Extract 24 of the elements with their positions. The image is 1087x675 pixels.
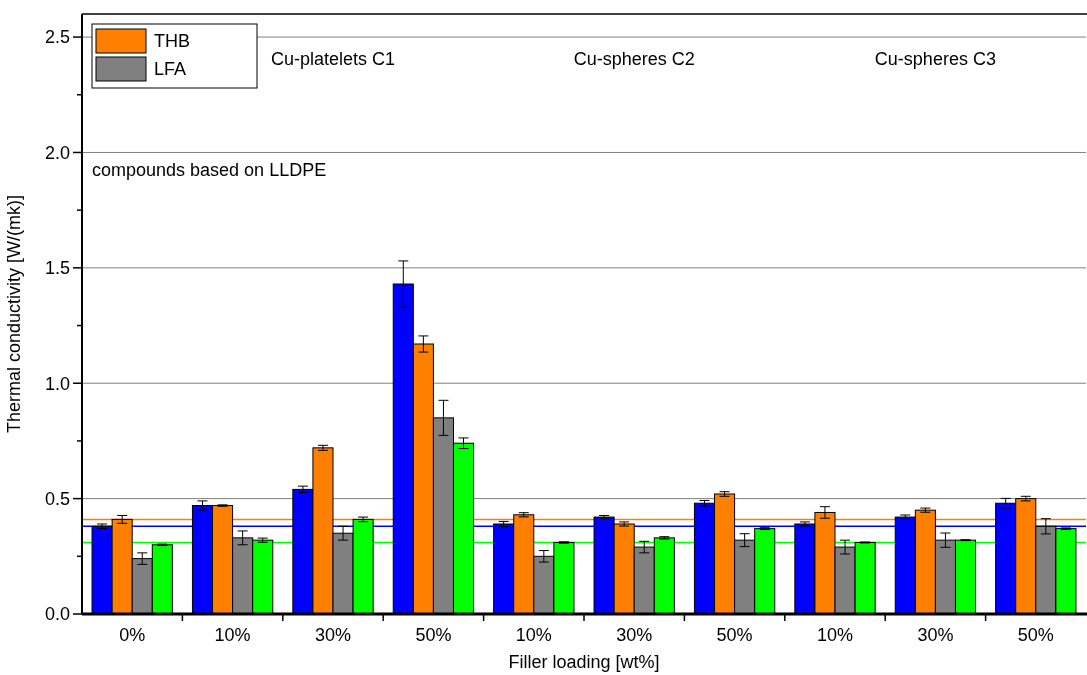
y-tick-label: 0.0 bbox=[44, 604, 70, 625]
x-tick-label: 50% bbox=[415, 625, 452, 645]
x-tick-label: 50% bbox=[716, 625, 753, 645]
x-tick-label: 10% bbox=[515, 625, 552, 645]
x-tick-label: 50% bbox=[1017, 625, 1054, 645]
x-tick-label: 30% bbox=[616, 625, 653, 645]
legend-label: THB bbox=[154, 31, 190, 52]
y-tick-label: 2.5 bbox=[44, 27, 70, 48]
x-tick-label: 30% bbox=[917, 625, 954, 645]
x-tick-label: 0% bbox=[119, 625, 146, 645]
x-tick-label: 30% bbox=[314, 625, 352, 645]
y-axis-title: Thermal conductivity [W/(mk)] bbox=[4, 194, 24, 434]
annotation: Cu-platelets C1 bbox=[270, 48, 396, 69]
x-axis-title: Filler loading [wt%] bbox=[508, 652, 660, 672]
y-tick-label: 2.0 bbox=[44, 142, 70, 163]
x-tick-label: 10% bbox=[816, 625, 854, 645]
annotation: Cu-spheres C3 bbox=[874, 48, 996, 69]
legend-label: LFA bbox=[154, 59, 187, 80]
y-tick-label: 1.5 bbox=[44, 258, 70, 279]
annotation: Cu-spheres C2 bbox=[573, 48, 695, 69]
y-tick-label: 1.0 bbox=[44, 373, 70, 394]
y-tick-label: 0.5 bbox=[44, 488, 70, 509]
annotation: compounds based on LLDPE bbox=[92, 159, 327, 180]
x-tick-label: 10% bbox=[214, 625, 251, 645]
